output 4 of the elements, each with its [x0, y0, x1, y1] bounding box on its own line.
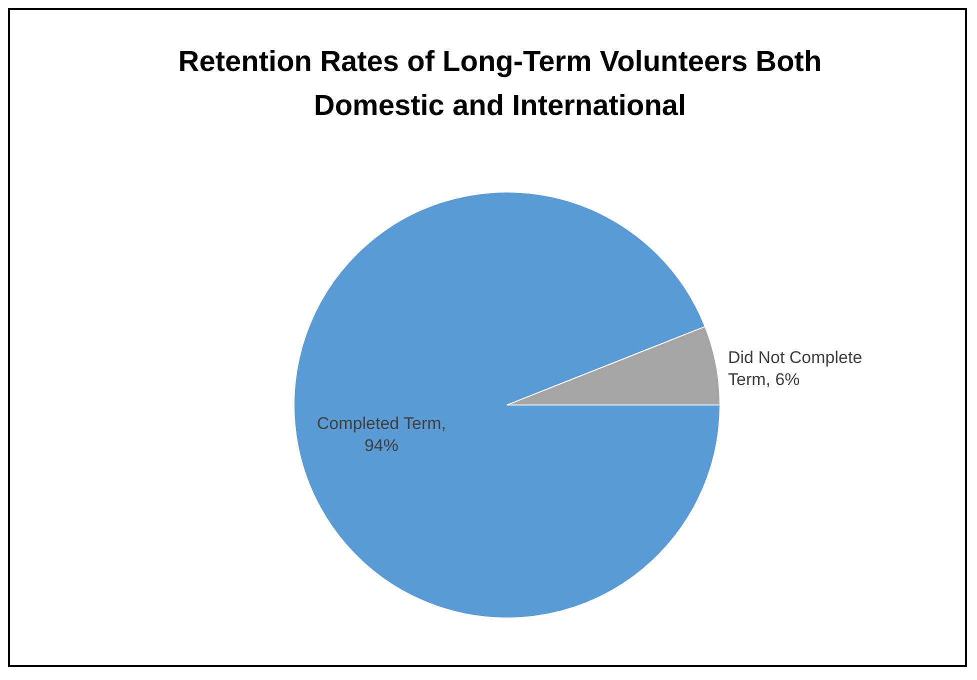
slice-label: Did Not Complete Term, 6% — [728, 348, 862, 389]
pie-slice — [294, 192, 720, 618]
slice-label: Completed Term, 94% — [316, 414, 446, 455]
chart-title: Retention Rates of Long-Term Volunteers Both Domestic and International — [177, 45, 823, 124]
